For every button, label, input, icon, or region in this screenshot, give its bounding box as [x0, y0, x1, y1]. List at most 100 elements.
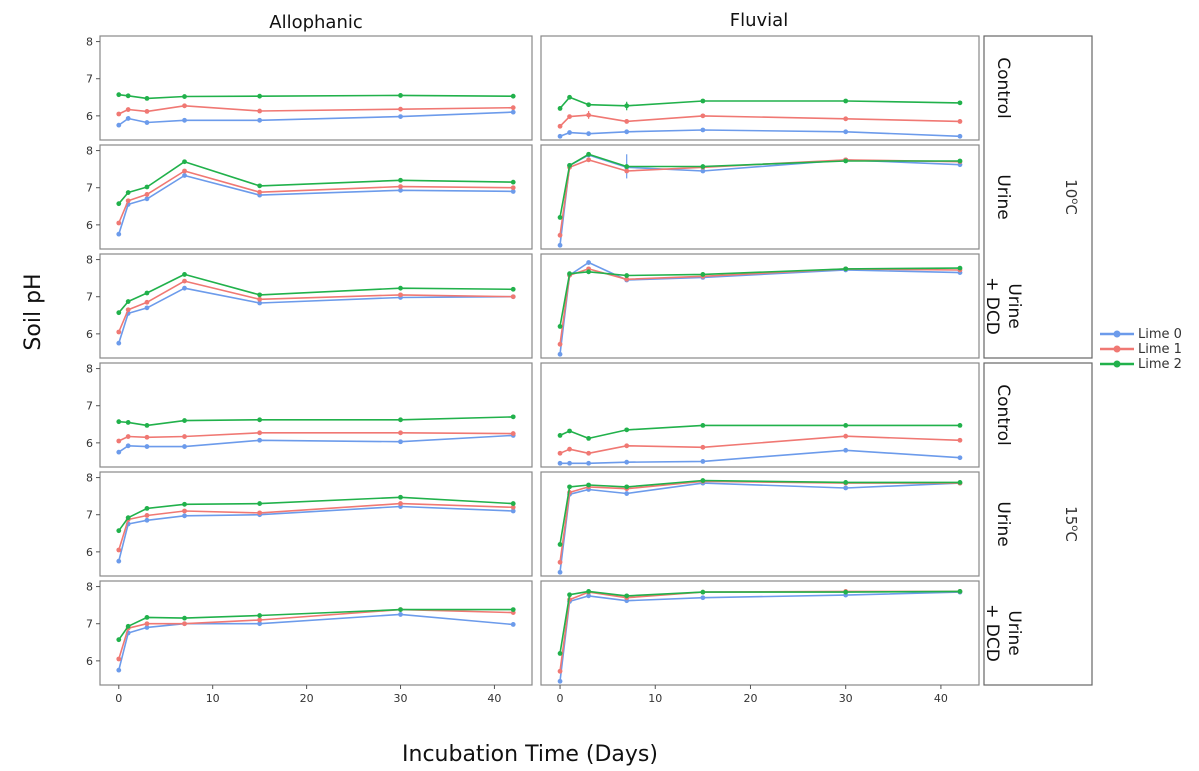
- data-point: [125, 190, 131, 195]
- data-point: [843, 589, 849, 595]
- data-point: [125, 299, 131, 304]
- data-point: [144, 109, 150, 114]
- data-point: [398, 177, 403, 183]
- x-tick-label: 20: [300, 692, 314, 705]
- temperature-strip: [983, 362, 1093, 686]
- data-point: [557, 351, 563, 357]
- data-point: [624, 276, 630, 282]
- data-point: [144, 434, 150, 440]
- data-point: [843, 158, 849, 164]
- data-point: [510, 179, 516, 185]
- data-point: [116, 310, 122, 316]
- y-tick-label: 6: [86, 110, 93, 123]
- data-point: [557, 559, 563, 565]
- data-point: [567, 592, 572, 598]
- data-point: [843, 266, 849, 272]
- panels-layer: 6 7 8 6 7 8 6 7 8 6 7 8 6 7 8 6 7 8 0 10 20 30 40 0 10 20 30 40: [86, 35, 980, 705]
- data-point: [586, 450, 592, 456]
- data-point: [182, 168, 187, 174]
- data-point: [125, 515, 131, 521]
- data-point: [144, 621, 150, 627]
- data-point: [557, 215, 563, 220]
- data-point: [567, 114, 572, 119]
- data-point: [182, 94, 187, 99]
- data-point: [144, 305, 150, 311]
- data-point: [624, 484, 630, 490]
- data-point: [116, 201, 122, 207]
- data-point: [700, 164, 706, 169]
- data-point: [182, 621, 187, 627]
- data-point: [557, 678, 563, 684]
- data-point: [257, 417, 263, 423]
- legend-label: Lime 0: [1138, 327, 1182, 342]
- data-point: [125, 443, 131, 449]
- data-point: [624, 168, 630, 174]
- data-point: [557, 242, 563, 248]
- temperature-label: 10oC: [1062, 179, 1080, 215]
- panel-frame: [99, 580, 533, 686]
- data-point: [557, 450, 563, 456]
- x-tick-label: 0: [557, 692, 564, 705]
- data-point: [257, 437, 263, 443]
- data-point: [257, 510, 263, 516]
- data-point: [116, 340, 122, 346]
- data-point: [957, 119, 963, 124]
- data-point: [144, 120, 150, 125]
- data-point: [257, 621, 263, 627]
- data-point: [116, 92, 122, 98]
- data-point: [144, 184, 150, 190]
- data-point: [700, 595, 706, 601]
- legend-swatch-point: [1113, 330, 1121, 338]
- data-point: [182, 278, 187, 284]
- data-point: [398, 607, 403, 612]
- x-tick-label: 0: [115, 692, 122, 705]
- data-point: [125, 116, 131, 121]
- data-point: [125, 623, 131, 629]
- data-point: [567, 428, 572, 434]
- data-point: [257, 501, 263, 506]
- data-point: [144, 196, 150, 202]
- data-point: [957, 265, 963, 271]
- data-point: [586, 112, 592, 118]
- data-point: [116, 637, 122, 643]
- data-point: [586, 260, 592, 265]
- y-tick-label: 6: [86, 655, 93, 668]
- data-point: [398, 430, 403, 436]
- data-point: [557, 433, 563, 438]
- data-point: [624, 593, 630, 599]
- data-point: [567, 130, 572, 135]
- data-point: [700, 423, 706, 428]
- data-point: [700, 444, 706, 450]
- panel-frame: [99, 471, 533, 577]
- data-point: [510, 294, 516, 300]
- facet-strips: 10oC 15oC Control Urine Urine+ DCD Control Uri…: [982, 35, 1093, 686]
- y-tick-label: 8: [86, 363, 93, 376]
- data-point: [398, 612, 403, 617]
- data-point: [557, 324, 563, 329]
- data-point: [257, 617, 263, 623]
- data-point: [700, 113, 706, 119]
- data-point: [116, 438, 122, 444]
- data-point: [957, 133, 963, 139]
- data-point: [398, 439, 403, 445]
- temperature-label: 15oC: [1062, 506, 1080, 542]
- data-point: [700, 459, 706, 464]
- data-point: [557, 232, 563, 238]
- data-point: [125, 107, 131, 112]
- data-point: [116, 220, 122, 226]
- y-tick-label: 8: [86, 254, 93, 267]
- data-point: [557, 460, 563, 466]
- data-point: [567, 484, 572, 490]
- data-point: [257, 300, 263, 306]
- y-tick-label: 8: [86, 472, 93, 485]
- data-point: [586, 589, 592, 594]
- y-tick-label: 7: [86, 291, 93, 304]
- y-tick-label: 6: [86, 219, 93, 232]
- data-point: [182, 117, 187, 123]
- panel-frame: [540, 35, 980, 141]
- data-point: [257, 108, 263, 114]
- data-point: [567, 446, 572, 452]
- data-point: [257, 189, 263, 195]
- data-point: [398, 417, 403, 423]
